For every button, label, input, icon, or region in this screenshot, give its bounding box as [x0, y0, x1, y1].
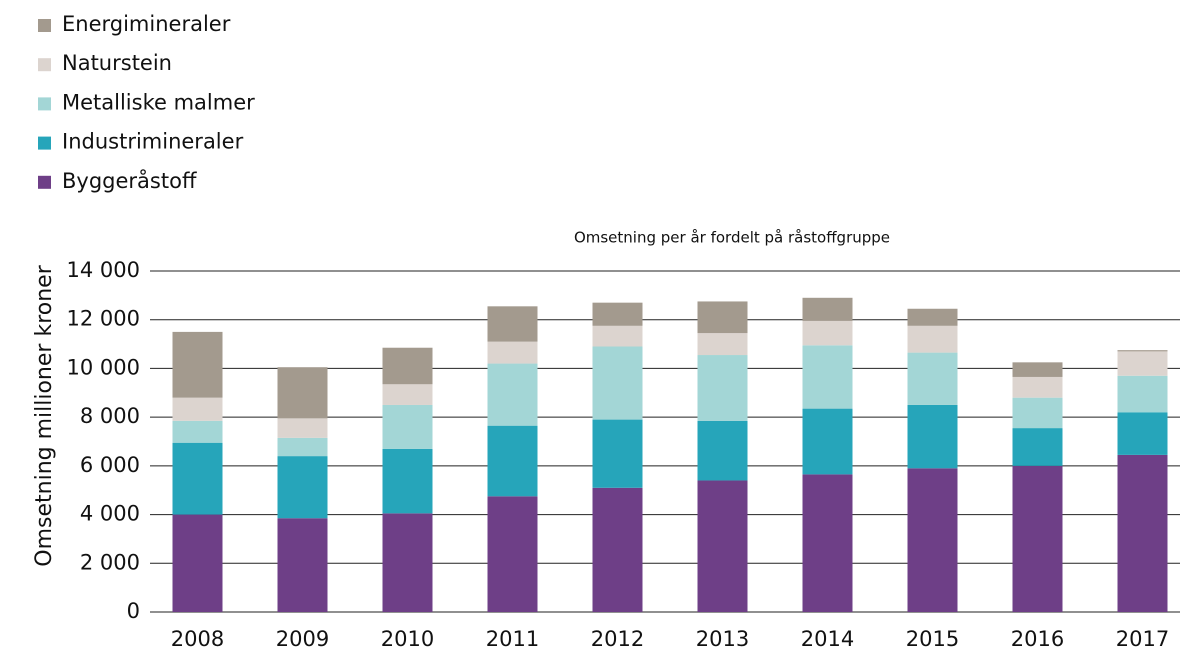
bar-segment — [592, 346, 643, 420]
bar-segment — [697, 301, 748, 334]
y-tick-label: 2 000 — [80, 550, 140, 574]
chart-title: Omsetning per år fordelt på råstoffgrupp… — [574, 229, 890, 247]
bar-segment — [697, 355, 748, 421]
bar-segment — [172, 397, 223, 421]
x-tick-label: 2014 — [801, 627, 854, 651]
bar-segment — [802, 408, 853, 475]
bar-segment — [1117, 375, 1168, 413]
bar-segment — [1012, 397, 1063, 429]
bar-segment — [1012, 376, 1063, 398]
bar-segment — [1117, 412, 1168, 455]
bar-segment — [697, 333, 748, 356]
bar-segment — [802, 320, 853, 346]
legend-label: Byggeråstoff — [62, 168, 197, 193]
y-tick-label: 6 000 — [80, 453, 140, 477]
bar-segment — [592, 302, 643, 326]
bar-segment — [802, 345, 853, 409]
bar-segment — [277, 456, 328, 519]
x-tick-label: 2009 — [276, 627, 329, 651]
bar-segment — [277, 518, 328, 612]
bar-segment — [907, 308, 958, 326]
x-tick-label: 2012 — [591, 627, 644, 651]
bar-segment — [172, 514, 223, 612]
bar-segment — [487, 363, 538, 426]
bar-segment — [802, 474, 853, 612]
legend-label: Metalliske malmer — [62, 90, 255, 114]
x-tick-label: 2008 — [171, 627, 224, 651]
x-tick-label: 2017 — [1116, 627, 1169, 651]
bar-segment — [1012, 428, 1063, 466]
legend-swatch — [38, 136, 51, 150]
bar-segment — [907, 404, 958, 469]
bar-segment — [1012, 465, 1063, 612]
x-tick-label: 2013 — [696, 627, 749, 651]
x-tick-label: 2015 — [906, 627, 959, 651]
legend-label: Industrimineraler — [62, 130, 244, 154]
y-tick-label: 14 000 — [67, 258, 140, 282]
bar-segment — [1012, 362, 1063, 377]
bar-segment — [487, 341, 538, 364]
bar-segment — [907, 325, 958, 353]
bar-segment — [382, 347, 433, 385]
bar-segment — [592, 419, 643, 488]
bar-segment — [697, 480, 748, 612]
y-tick-label: 12 000 — [67, 307, 140, 331]
bar-segment — [277, 367, 328, 419]
legend-label: Naturstein — [62, 51, 172, 75]
bar-segment — [172, 420, 223, 443]
bar-segment — [487, 425, 538, 497]
legend-label: Energimineraler — [62, 12, 231, 36]
bar-segment — [1117, 351, 1168, 376]
x-tick-label: 2016 — [1011, 627, 1064, 651]
legend-swatch — [38, 175, 51, 189]
bar-segment — [907, 352, 958, 405]
x-tick-label: 2011 — [486, 627, 539, 651]
y-axis-label: Omsetning millioner kroner — [32, 264, 57, 566]
legend-swatch — [38, 19, 51, 32]
bar-segment — [172, 442, 223, 515]
legend-swatch — [38, 58, 51, 72]
bar-segment — [382, 384, 433, 405]
bar-segment — [277, 418, 328, 438]
bar-segment — [172, 331, 223, 398]
bar-segment — [277, 437, 328, 457]
bar-segment — [907, 468, 958, 612]
y-tick-label: 0 — [127, 599, 140, 623]
bar-segment — [1117, 454, 1168, 612]
bar-segment — [382, 448, 433, 514]
bar-segment — [487, 496, 538, 612]
y-tick-label: 4 000 — [80, 502, 140, 526]
bar-segment — [1117, 350, 1168, 352]
bar-segment — [697, 420, 748, 481]
bar-segment — [382, 404, 433, 449]
bar-segment — [592, 325, 643, 347]
y-tick-label: 8 000 — [80, 404, 140, 428]
legend-swatch — [38, 97, 51, 111]
bar-segment — [382, 513, 433, 612]
y-tick-label: 10 000 — [67, 355, 140, 379]
x-tick-label: 2010 — [381, 627, 434, 651]
bar-segment — [487, 306, 538, 342]
bar-segment — [802, 297, 853, 321]
bar-segment — [592, 487, 643, 612]
